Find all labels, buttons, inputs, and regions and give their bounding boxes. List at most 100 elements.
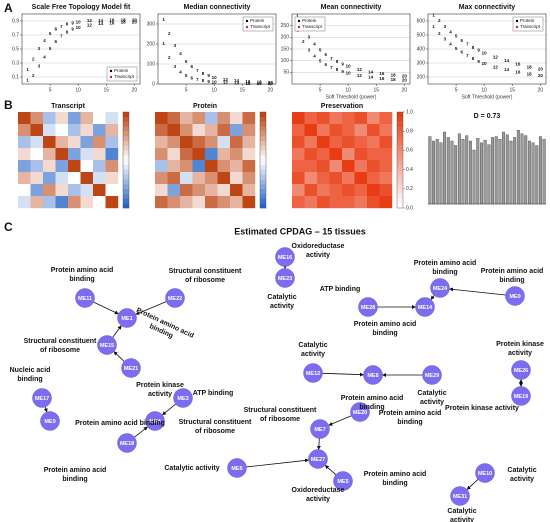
annotation-line: binding — [397, 419, 422, 426]
legend-swatch — [515, 19, 519, 23]
point: 9 — [207, 73, 210, 78]
y-tick-label: 0.1 — [12, 74, 19, 80]
colorbar-step — [260, 193, 266, 199]
heatmap-cell — [55, 136, 69, 149]
annotation: Protein amino acid binding — [51, 267, 114, 283]
heatmap-cell — [180, 160, 193, 173]
annotation-line: Structural constituent — [24, 338, 97, 345]
heatmap-cell — [205, 160, 218, 173]
x-axis-label: Soft Threshold (power) — [462, 94, 513, 100]
heatmap-cell — [230, 148, 243, 161]
heatmap-cell — [304, 148, 318, 161]
legend-swatch — [297, 19, 301, 23]
point: 7 — [330, 56, 333, 61]
colorbar-step — [260, 198, 266, 204]
annotation-line: activity — [306, 496, 330, 503]
point: 20 — [132, 17, 138, 22]
point: 20 — [268, 81, 274, 86]
heatmap-cell — [68, 160, 81, 173]
node — [511, 360, 531, 380]
point: 2 — [168, 55, 171, 60]
heatmap-cell — [317, 112, 330, 125]
annotation-line: Protein kinase — [496, 341, 544, 348]
node-label: ME6 — [231, 466, 242, 472]
bar — [505, 134, 509, 205]
panel-label: C — [4, 220, 13, 234]
point: 16 — [515, 62, 521, 67]
annotation: Protein amino acid binding — [414, 260, 477, 276]
annotation: Protein amino acid binding — [354, 321, 417, 337]
point: 20 — [402, 74, 408, 79]
heatmap-cell — [55, 184, 69, 197]
annotation: Catalytic activity — [298, 342, 327, 358]
point: 3 — [308, 47, 311, 52]
heatmap-cell — [192, 112, 206, 125]
legend-box — [106, 66, 138, 82]
point: 18 — [391, 73, 397, 78]
heatmap-cell — [30, 172, 44, 185]
annotation-line: Structural constituent — [169, 268, 242, 275]
heatmap-cell — [205, 172, 218, 185]
heatmap-cell — [180, 112, 193, 125]
point: 10 — [76, 20, 82, 25]
colorbar-step — [123, 188, 129, 194]
y-tick-label: 0.9 — [12, 18, 19, 24]
heatmap-cell — [30, 160, 44, 173]
bar — [428, 136, 432, 205]
colorbar-step — [123, 112, 129, 117]
heatmap-cell — [230, 196, 243, 209]
heatmap-cell — [18, 148, 31, 161]
heatmap-cell — [242, 172, 256, 185]
heatmap-cell — [342, 160, 355, 173]
annotation-line: Catalytic — [267, 294, 296, 301]
chart-title: Preservation — [321, 103, 363, 110]
heatmap-cell — [167, 160, 181, 173]
heatmap-cell — [292, 184, 305, 197]
heatmap-cell — [329, 160, 343, 173]
chart-title: Protein — [193, 103, 217, 110]
y-tick-label: 0.5 — [12, 46, 19, 52]
annotation-line: Protein kinase activity — [445, 405, 519, 412]
colorbar-step — [260, 121, 266, 127]
heatmap-cell — [93, 172, 106, 185]
heatmap-cell — [304, 172, 318, 185]
heatmap-cell — [68, 124, 81, 137]
heatmap-cell — [43, 112, 56, 125]
heatmap-cell — [43, 124, 56, 137]
heatmap-cell — [342, 136, 355, 149]
edge — [324, 464, 337, 476]
x-tick-label: 5 — [319, 87, 322, 93]
colorbar-step — [123, 169, 129, 175]
x-tick-label: 15 — [374, 87, 380, 93]
point: 6 — [460, 38, 463, 43]
point: 16 — [379, 76, 385, 81]
edge — [322, 372, 364, 377]
annotation-line: activity — [148, 391, 172, 398]
heatmap-cell — [80, 148, 94, 161]
point: 3 — [174, 64, 177, 69]
heatmap-cell — [367, 136, 380, 149]
annotation-line: of ribosome — [40, 347, 80, 354]
point: 4 — [179, 70, 182, 75]
annotation-line: binding — [69, 276, 94, 283]
point: 1 — [26, 78, 29, 83]
point: 18 — [527, 64, 533, 69]
node-label: ME4 — [149, 419, 161, 425]
node — [505, 286, 525, 306]
colorbar-frame — [122, 111, 130, 209]
colorbar-step — [260, 131, 266, 137]
node-label: ME3 — [177, 396, 188, 402]
annotation: Protein kinase activity — [496, 341, 544, 357]
heatmap-cell — [317, 184, 330, 197]
point: 1 — [162, 41, 165, 46]
annotation: Structural constituent of ribosome — [244, 407, 317, 423]
heatmap-cell — [292, 136, 305, 149]
node — [333, 471, 353, 491]
bar — [454, 145, 458, 205]
point: 9 — [207, 79, 210, 84]
point: 2 — [32, 57, 35, 62]
heatmap-cell — [68, 172, 81, 185]
annotation-line: Structural constituent — [179, 419, 252, 426]
node — [475, 463, 495, 483]
